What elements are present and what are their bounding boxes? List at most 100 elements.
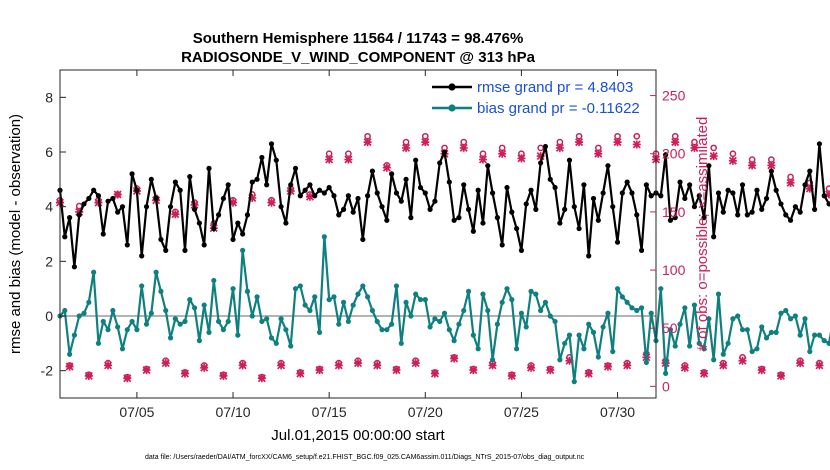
bias-point <box>571 379 577 385</box>
bias-point <box>139 283 145 289</box>
rmse-point <box>355 195 361 202</box>
obs-assimilated-marker <box>594 149 603 158</box>
bias-point <box>119 346 126 352</box>
bias-point <box>523 324 529 330</box>
bias-point <box>504 286 510 292</box>
obs-assimilated-marker <box>421 138 430 147</box>
bias-point <box>95 340 102 346</box>
bias-point <box>658 286 664 292</box>
rmse-point <box>749 209 755 215</box>
bias-point <box>514 346 520 352</box>
bias-point <box>288 343 294 349</box>
bias-point <box>182 318 188 325</box>
rmse-point <box>562 206 568 212</box>
rmse-point <box>297 193 303 199</box>
obs-assimilated-marker <box>709 152 718 161</box>
bias-point <box>489 357 496 363</box>
bias-point <box>763 335 770 341</box>
rmse-point <box>590 195 597 202</box>
rmse-point <box>451 217 457 223</box>
rmse-point <box>638 247 645 253</box>
rmse-point <box>254 176 260 182</box>
bias-point <box>706 316 712 322</box>
rmse-point <box>81 201 87 207</box>
bias-point <box>562 340 568 346</box>
obs-assimilated-marker <box>738 356 747 365</box>
rmse-point <box>557 220 563 226</box>
obs-assimilated-marker <box>373 361 382 370</box>
bias-point <box>711 357 717 363</box>
rmse-point <box>648 193 654 199</box>
rmse-point <box>552 184 558 191</box>
bias-line <box>59 235 830 383</box>
obs-possible-marker <box>537 144 544 152</box>
bias-point <box>336 321 342 327</box>
obs-assimilated-marker <box>680 363 689 372</box>
bias-point <box>787 316 794 322</box>
rmse-point <box>624 179 630 185</box>
rmse-point <box>706 163 712 169</box>
plot-frame <box>59 69 657 399</box>
legend-rmse-marker <box>448 83 456 91</box>
rmse-point <box>340 206 347 212</box>
bias-point <box>355 291 361 297</box>
rmse-point <box>687 182 693 188</box>
y-tick-label: 4 <box>45 199 53 215</box>
bias-point <box>393 283 400 289</box>
rmse-point <box>821 193 827 199</box>
obs-assimilated-marker <box>305 192 314 201</box>
bias-point <box>326 297 332 303</box>
rmse-point <box>163 247 169 253</box>
obs-assimilated-marker <box>161 359 170 368</box>
rmse-point <box>143 204 150 210</box>
bias-point <box>783 307 789 314</box>
obs-possible-marker <box>710 144 718 152</box>
obs-assimilated-marker <box>796 359 805 368</box>
rmse-point <box>417 184 424 191</box>
data-file-footnote: data file: /Users/raeder/DAI/ATM_forcXX/… <box>145 454 585 461</box>
rmse-point <box>153 195 159 202</box>
obs-assimilated-marker <box>113 190 122 199</box>
rmse-point <box>225 182 231 188</box>
obs-assimilated-marker <box>315 366 324 375</box>
obs-assimilated-marker <box>382 163 391 172</box>
bias-point <box>634 307 640 314</box>
rmse-point <box>76 212 82 218</box>
rmse-point <box>331 193 337 199</box>
rmse-point <box>379 204 385 210</box>
bias-point <box>720 351 726 357</box>
rmse-point <box>802 182 808 188</box>
x-tick-label: 07/30 <box>600 404 635 420</box>
bias-point <box>115 324 121 330</box>
y2-tick-label: 0 <box>662 378 670 394</box>
bias-point <box>701 346 707 352</box>
bias-point <box>461 307 467 314</box>
bias-point <box>283 327 289 333</box>
obs-assimilated-marker <box>392 366 401 375</box>
rmse-point <box>643 182 649 188</box>
rmse-point <box>634 212 640 218</box>
bias-point <box>235 332 241 338</box>
bias-point <box>264 316 270 322</box>
rmse-point <box>268 141 275 147</box>
bias-point <box>648 310 654 316</box>
rmse-point <box>816 141 823 147</box>
bias-point <box>105 327 111 333</box>
rmse-point <box>240 231 246 237</box>
bias-point <box>297 283 303 289</box>
rmse-point <box>667 217 674 223</box>
bias-point <box>254 294 260 300</box>
bias-point <box>581 346 587 352</box>
x-tick-label: 07/25 <box>504 404 539 420</box>
obs-assimilated-marker <box>123 374 132 383</box>
bias-point <box>576 332 582 338</box>
bias-point <box>143 321 150 327</box>
rmse-point <box>754 187 760 193</box>
rmse-point <box>95 193 102 199</box>
bias-point <box>797 332 803 338</box>
y-axis-label: rmse and bias (model - observation) <box>7 114 24 354</box>
bias-point <box>807 348 813 355</box>
bias-point <box>389 321 395 327</box>
legend-bias-label: bias grand pr = -0.11622 <box>477 100 640 117</box>
rmse-point <box>528 187 534 193</box>
